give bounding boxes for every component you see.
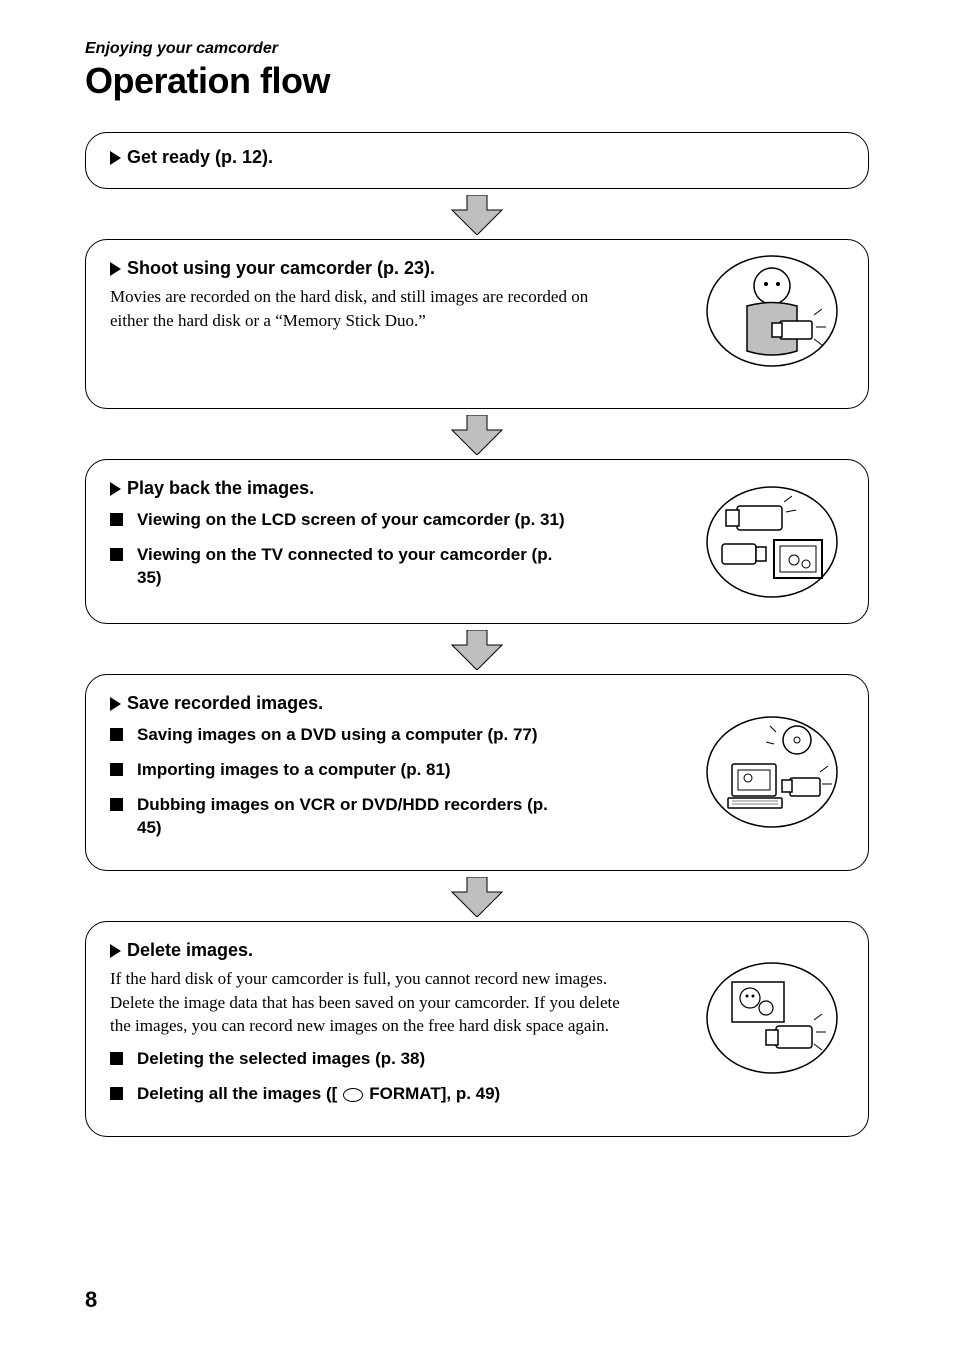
step-box-delete: Delete images. If the hard disk of your … [85,921,869,1137]
illustration-camcorder-tv [702,482,842,602]
play-triangle-icon [110,944,121,958]
illustration-person-camcorder [702,251,842,371]
step-header-text: Save recorded images. [127,693,323,714]
arrow-down-icon [447,195,507,235]
square-bullet-icon [110,548,123,561]
step-header-text: Delete images. [127,940,253,961]
page-title: Operation flow [85,60,869,102]
bullet-text: Dubbing images on VCR or DVD/HDD recorde… [137,794,577,840]
bullet-text: Saving images on a DVD using a computer … [137,724,538,747]
square-bullet-icon [110,513,123,526]
bullet-text: Viewing on the TV connected to your camc… [137,544,577,590]
square-bullet-icon [110,1052,123,1065]
step-box-get-ready: Get ready (p. 12). [85,132,869,189]
section-pretitle: Enjoying your camcorder [85,40,869,58]
arrow-down-icon [447,415,507,455]
bullet-item: Deleting all the images ([ FORMAT], p. 4… [110,1083,844,1106]
illustration-family-camcorder [702,958,842,1078]
play-triangle-icon [110,697,121,711]
step-body-text: If the hard disk of your camcorder is fu… [110,967,620,1038]
step-header-text: Get ready (p. 12). [127,147,273,168]
arrow-down-icon [447,630,507,670]
bullet-suffix: FORMAT], p. 49) [369,1083,500,1106]
square-bullet-icon [110,798,123,811]
hdd-icon [343,1088,363,1102]
page-number: 8 [85,1287,97,1313]
square-bullet-icon [110,763,123,776]
bullet-text: Viewing on the LCD screen of your camcor… [137,509,565,532]
step-box-shoot: Shoot using your camcorder (p. 23). Movi… [85,239,869,409]
play-triangle-icon [110,262,121,276]
bullet-text: Importing images to a computer (p. 81) [137,759,451,782]
step-box-save: Save recorded images. Saving images on a… [85,674,869,871]
bullet-text: Deleting the selected images (p. 38) [137,1048,425,1071]
arrow-down-icon [447,877,507,917]
step-header: Get ready (p. 12). [110,147,844,168]
play-triangle-icon [110,151,121,165]
step-header: Save recorded images. [110,693,844,714]
step-header-text: Play back the images. [127,478,314,499]
square-bullet-icon [110,728,123,741]
step-header-text: Shoot using your camcorder (p. 23). [127,258,435,279]
bullet-prefix: Deleting all the images ([ [137,1083,337,1106]
play-triangle-icon [110,482,121,496]
bullet-text-format: Deleting all the images ([ FORMAT], p. 4… [137,1083,500,1106]
illustration-computer-dvd [702,712,842,832]
step-box-playback: Play back the images. Viewing on the LCD… [85,459,869,624]
square-bullet-icon [110,1087,123,1100]
step-body-text: Movies are recorded on the hard disk, an… [110,285,620,333]
